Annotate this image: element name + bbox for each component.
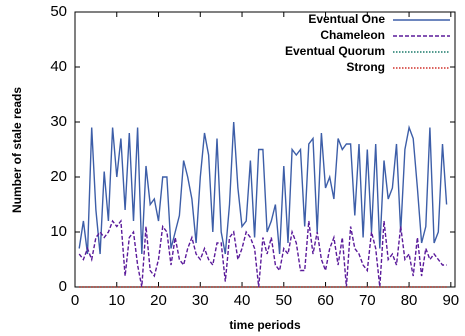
x-tick-label: 50 — [275, 292, 292, 309]
x-tick-label: 70 — [359, 292, 376, 309]
x-tick-label: 10 — [108, 292, 125, 309]
legend-label: Strong — [346, 60, 385, 74]
series-line — [78, 121, 448, 255]
y-tick-label: 30 — [50, 113, 67, 130]
y-tick-label: 50 — [50, 3, 67, 20]
legend-label: Chameleon — [320, 28, 385, 42]
y-tick-label: 10 — [50, 223, 67, 240]
x-tick-label: 30 — [192, 292, 209, 309]
y-tick-label: 20 — [50, 168, 67, 185]
x-tick-label: 80 — [401, 292, 418, 309]
legend-label: Eventual Quorum — [285, 44, 385, 58]
x-tick-label: 90 — [442, 292, 459, 309]
x-tick-label: 20 — [150, 292, 167, 309]
series-line — [78, 219, 447, 288]
plot-frame — [74, 11, 456, 288]
y-axis-label: Number of stale reads — [10, 87, 24, 213]
y-tick-label: 40 — [50, 58, 67, 75]
x-axis-label: time periods — [229, 318, 301, 332]
x-tick-label: 60 — [317, 292, 334, 309]
legend-label: Eventual One — [308, 12, 385, 26]
x-tick-label: 0 — [71, 292, 79, 309]
x-tick-label: 40 — [234, 292, 251, 309]
y-tick-label: 0 — [59, 278, 67, 295]
